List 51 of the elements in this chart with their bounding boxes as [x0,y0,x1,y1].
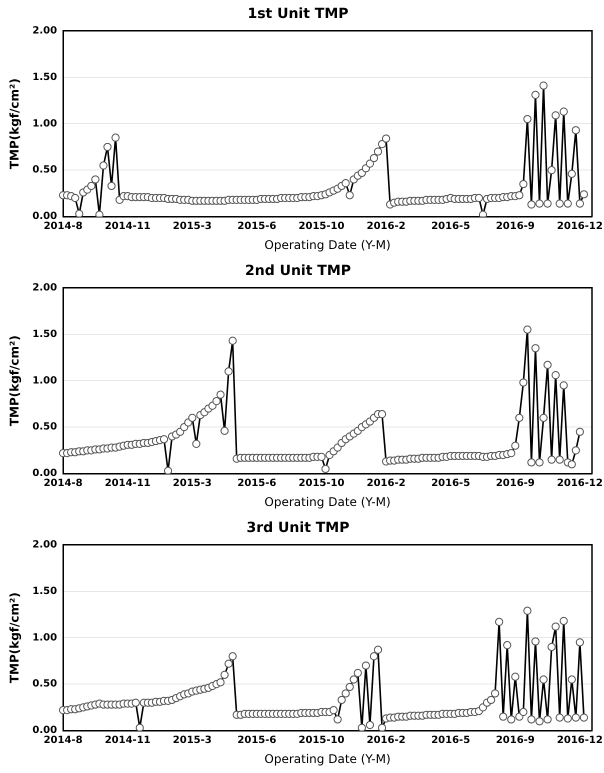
x-tick-label: 2015-3 [172,735,212,746]
x-tick-label: 2015-3 [172,221,212,232]
x-tick-label: 2016-2 [366,735,406,746]
y-axis-title: TMP(kgf/cm²) [7,78,22,170]
chart-title: 2nd Unit TMP [244,263,352,280]
y-tick-label: 1.00 [32,375,58,386]
x-tick-label: 2014-11 [104,221,151,232]
chart-title: 1st Unit TMP [247,6,349,22]
y-tick-label: 2.00 [32,282,58,294]
x-tick-label: 2015-10 [298,478,344,490]
chart-title: 3rd Unit TMP [246,520,350,536]
x-axis-title: Operating Date (Y-M) [264,494,391,509]
x-tick-label: 2015-10 [298,221,344,232]
x-tick-label: 2016-5 [431,735,470,746]
x-tick-label: 2014-8 [44,735,83,746]
x-tick-label: 2015-6 [237,735,276,746]
y-tick-label: 0.00 [32,725,58,736]
x-tick-label: 2016-5 [431,478,470,490]
x-tick-label: 2014-8 [44,221,83,232]
x-tick-label: 2016-9 [496,735,535,746]
y-axis-title: TMP(kgf/cm²) [7,592,22,684]
y-tick-label: 1.00 [32,632,58,644]
y-tick-label: 0.00 [32,211,58,222]
y-tick-label: 0.50 [32,678,58,690]
x-axis-title: Operating Date (Y-M) [264,238,391,252]
y-tick-label: 1.50 [32,72,58,83]
x-tick-label: 2014-8 [44,478,83,490]
y-tick-label: 1.50 [32,328,58,340]
x-tick-label: 2016-12 [556,221,603,232]
x-tick-label: 2016-2 [366,478,406,490]
x-tick-label: 2016-12 [556,478,603,490]
y-tick-label: 2.00 [32,25,58,36]
x-tick-label: 2014-11 [104,735,151,746]
x-tick-label: 2016-5 [431,221,470,232]
y-tick-label: 0.50 [32,422,58,433]
x-axis-title: Operating Date (Y-M) [264,752,391,766]
y-tick-label: 2.00 [32,539,58,550]
x-tick-label: 2015-6 [237,221,276,232]
x-tick-label: 2016-2 [366,221,406,232]
x-tick-label: 2016-9 [496,221,535,232]
y-tick-label: 0.50 [32,164,58,176]
y-tick-label: 1.50 [32,586,58,597]
x-tick-label: 2016-12 [556,735,603,746]
y-axis-title: TMP(kgf/cm²) [7,335,22,426]
x-tick-label: 2016-9 [496,478,535,490]
x-tick-label: 2015-3 [172,478,212,490]
x-tick-label: 2015-6 [237,478,276,490]
x-tick-label: 2014-11 [104,478,151,490]
y-tick-label: 0.00 [32,468,58,480]
y-tick-label: 1.00 [32,118,58,130]
x-tick-label: 2015-10 [298,735,344,746]
